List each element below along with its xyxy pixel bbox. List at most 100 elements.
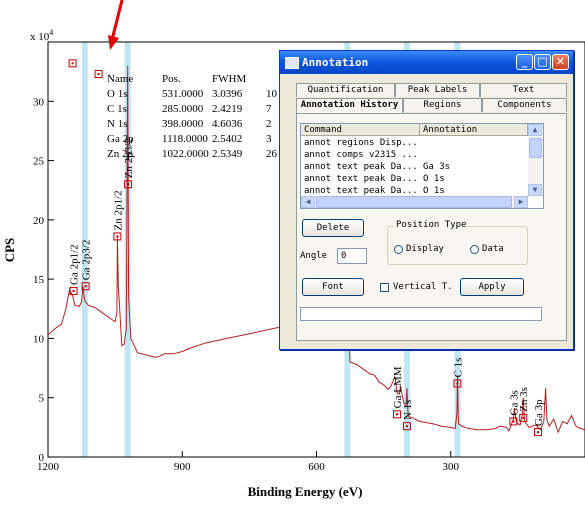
x-tick-label: 600	[308, 461, 325, 473]
dialog-title-bar[interactable]: Annotation _ □ ✕	[280, 51, 573, 74]
peak-label: Ga 3p	[533, 399, 545, 426]
list-item[interactable]: annot text peak Da... Ga 3s	[304, 162, 451, 172]
y-tick-label: 15	[33, 274, 45, 286]
table-cell: 2.4219	[212, 103, 243, 115]
peak-marker[interactable]	[453, 379, 462, 388]
table-cell: 10	[266, 88, 278, 100]
position-type-label: Position Type	[394, 220, 469, 230]
peak-marker-dot	[72, 290, 75, 292]
region-band	[81, 42, 88, 457]
scroll-left-icon[interactable]: ◀	[301, 196, 315, 208]
y-tick-label: 20	[33, 215, 45, 227]
minimize-button[interactable]: _	[516, 54, 533, 70]
radio-display[interactable]	[394, 245, 403, 254]
list-item[interactable]: annot regions Disp...	[304, 138, 418, 148]
peak-marker-dot	[127, 183, 130, 186]
y-multiplier: x 104	[30, 28, 53, 43]
dialog-title: Annotation	[302, 56, 369, 69]
peak-label: Ga 2p3/2	[81, 240, 93, 281]
table-cell: Ga 2p	[107, 133, 134, 145]
peak-marker-dot	[405, 425, 408, 428]
vertical-text-checkbox[interactable]	[380, 283, 389, 292]
peak-marker[interactable]	[534, 428, 543, 437]
peak-label: Zn 3s	[518, 387, 530, 412]
hscroll-thumb[interactable]	[316, 196, 512, 208]
tab-quantification[interactable]: Quantification	[296, 83, 395, 97]
status-field	[300, 307, 542, 321]
table-cell: 2.5349	[212, 148, 243, 160]
table-marker-dot	[97, 73, 100, 76]
scroll-down-icon[interactable]: ▼	[528, 184, 542, 196]
peak-marker-dot	[116, 235, 119, 238]
table-cell: 3	[266, 133, 272, 145]
peak-marker[interactable]	[69, 287, 78, 295]
peak-label: Zn 2p1/2	[112, 190, 124, 230]
history-list[interactable]: Command Annotation annot regions Disp...…	[300, 123, 544, 209]
peak-label: C 1s	[452, 358, 464, 378]
column-header-annotation[interactable]: Annotation	[420, 124, 528, 136]
vertical-scrollbar[interactable]: ▲ ▼	[528, 124, 543, 196]
peak-marker[interactable]	[81, 282, 90, 291]
scroll-thumb[interactable]	[529, 138, 542, 158]
angle-label: Angle	[300, 251, 328, 261]
x-tick-label: 300	[443, 461, 460, 473]
peak-marker-dot	[522, 416, 525, 419]
list-item[interactable]: annot comps v2315 ...	[304, 150, 418, 160]
list-item[interactable]: annot text peak Da... O 1s	[304, 174, 445, 184]
table-header: Pos.	[162, 73, 181, 85]
table-cell: 3.0396	[212, 88, 243, 100]
peak-marker[interactable]	[402, 422, 411, 431]
close-button[interactable]: ✕	[552, 54, 569, 70]
column-header-command[interactable]: Command	[301, 124, 420, 136]
peak-marker[interactable]	[519, 413, 528, 422]
table-cell: 285.0000	[162, 103, 204, 115]
peak-label: Ga LMM	[392, 366, 404, 408]
position-type-group: Position Type Display Data	[387, 220, 528, 265]
peak-marker-dot	[456, 382, 459, 385]
region-band	[124, 42, 131, 457]
red-arrow	[108, 0, 124, 50]
table-cell: 26	[266, 148, 278, 160]
peak-label: Zn 2p3/2	[123, 138, 135, 178]
tab-components[interactable]: Components	[482, 98, 567, 112]
peak-marker-dot	[84, 285, 87, 288]
y-tick-label: 30	[33, 96, 45, 108]
scroll-up-icon[interactable]: ▲	[528, 124, 542, 136]
tab-regions[interactable]: Regions	[403, 98, 482, 112]
peak-marker[interactable]	[124, 180, 133, 189]
peak-marker[interactable]	[509, 417, 518, 426]
window-icon	[285, 57, 299, 69]
tab-peak-labels[interactable]: Peak Labels	[395, 83, 480, 97]
x-tick-label: 900	[174, 461, 191, 473]
y-axis-title: CPS	[2, 238, 17, 263]
tab-text[interactable]: Text	[480, 83, 567, 97]
radio-data[interactable]	[470, 245, 479, 254]
peak-marker[interactable]	[393, 410, 402, 419]
peak-marker[interactable]	[113, 232, 122, 241]
table-cell: Zn 2p	[107, 148, 133, 160]
peak-marker-dot	[512, 420, 515, 423]
y-tick-label: 10	[33, 333, 45, 345]
maximize-button[interactable]: □	[534, 54, 551, 70]
angle-input[interactable]: 0	[337, 248, 367, 264]
tab-annotation-history[interactable]: Annotation History	[296, 98, 403, 114]
table-marker[interactable]	[94, 70, 103, 79]
peak-marker-dot	[537, 431, 540, 434]
table-header: Name	[107, 73, 133, 85]
list-item[interactable]: annot text peak Da... O 1s	[304, 186, 445, 196]
scroll-right-icon[interactable]: ▶	[514, 196, 528, 208]
table-cell: 1118.0000	[162, 133, 208, 145]
peak-marker-dot	[396, 413, 399, 416]
table-cell: 4.6036	[212, 118, 243, 130]
table-marker[interactable]	[68, 59, 77, 68]
table-cell: 7	[266, 103, 272, 115]
delete-button[interactable]: Delete	[302, 219, 364, 237]
table-header: FWHM	[212, 73, 246, 85]
peak-label: Ga 2p1/2	[69, 244, 81, 285]
apply-button[interactable]: Apply	[460, 278, 524, 296]
table-cell: C 1s	[107, 103, 127, 115]
table-cell: 2.5402	[212, 133, 242, 145]
table-cell: N 1s	[107, 118, 127, 130]
font-button[interactable]: Font	[302, 278, 364, 296]
horizontal-scrollbar[interactable]: ◀ ▶	[301, 196, 528, 208]
